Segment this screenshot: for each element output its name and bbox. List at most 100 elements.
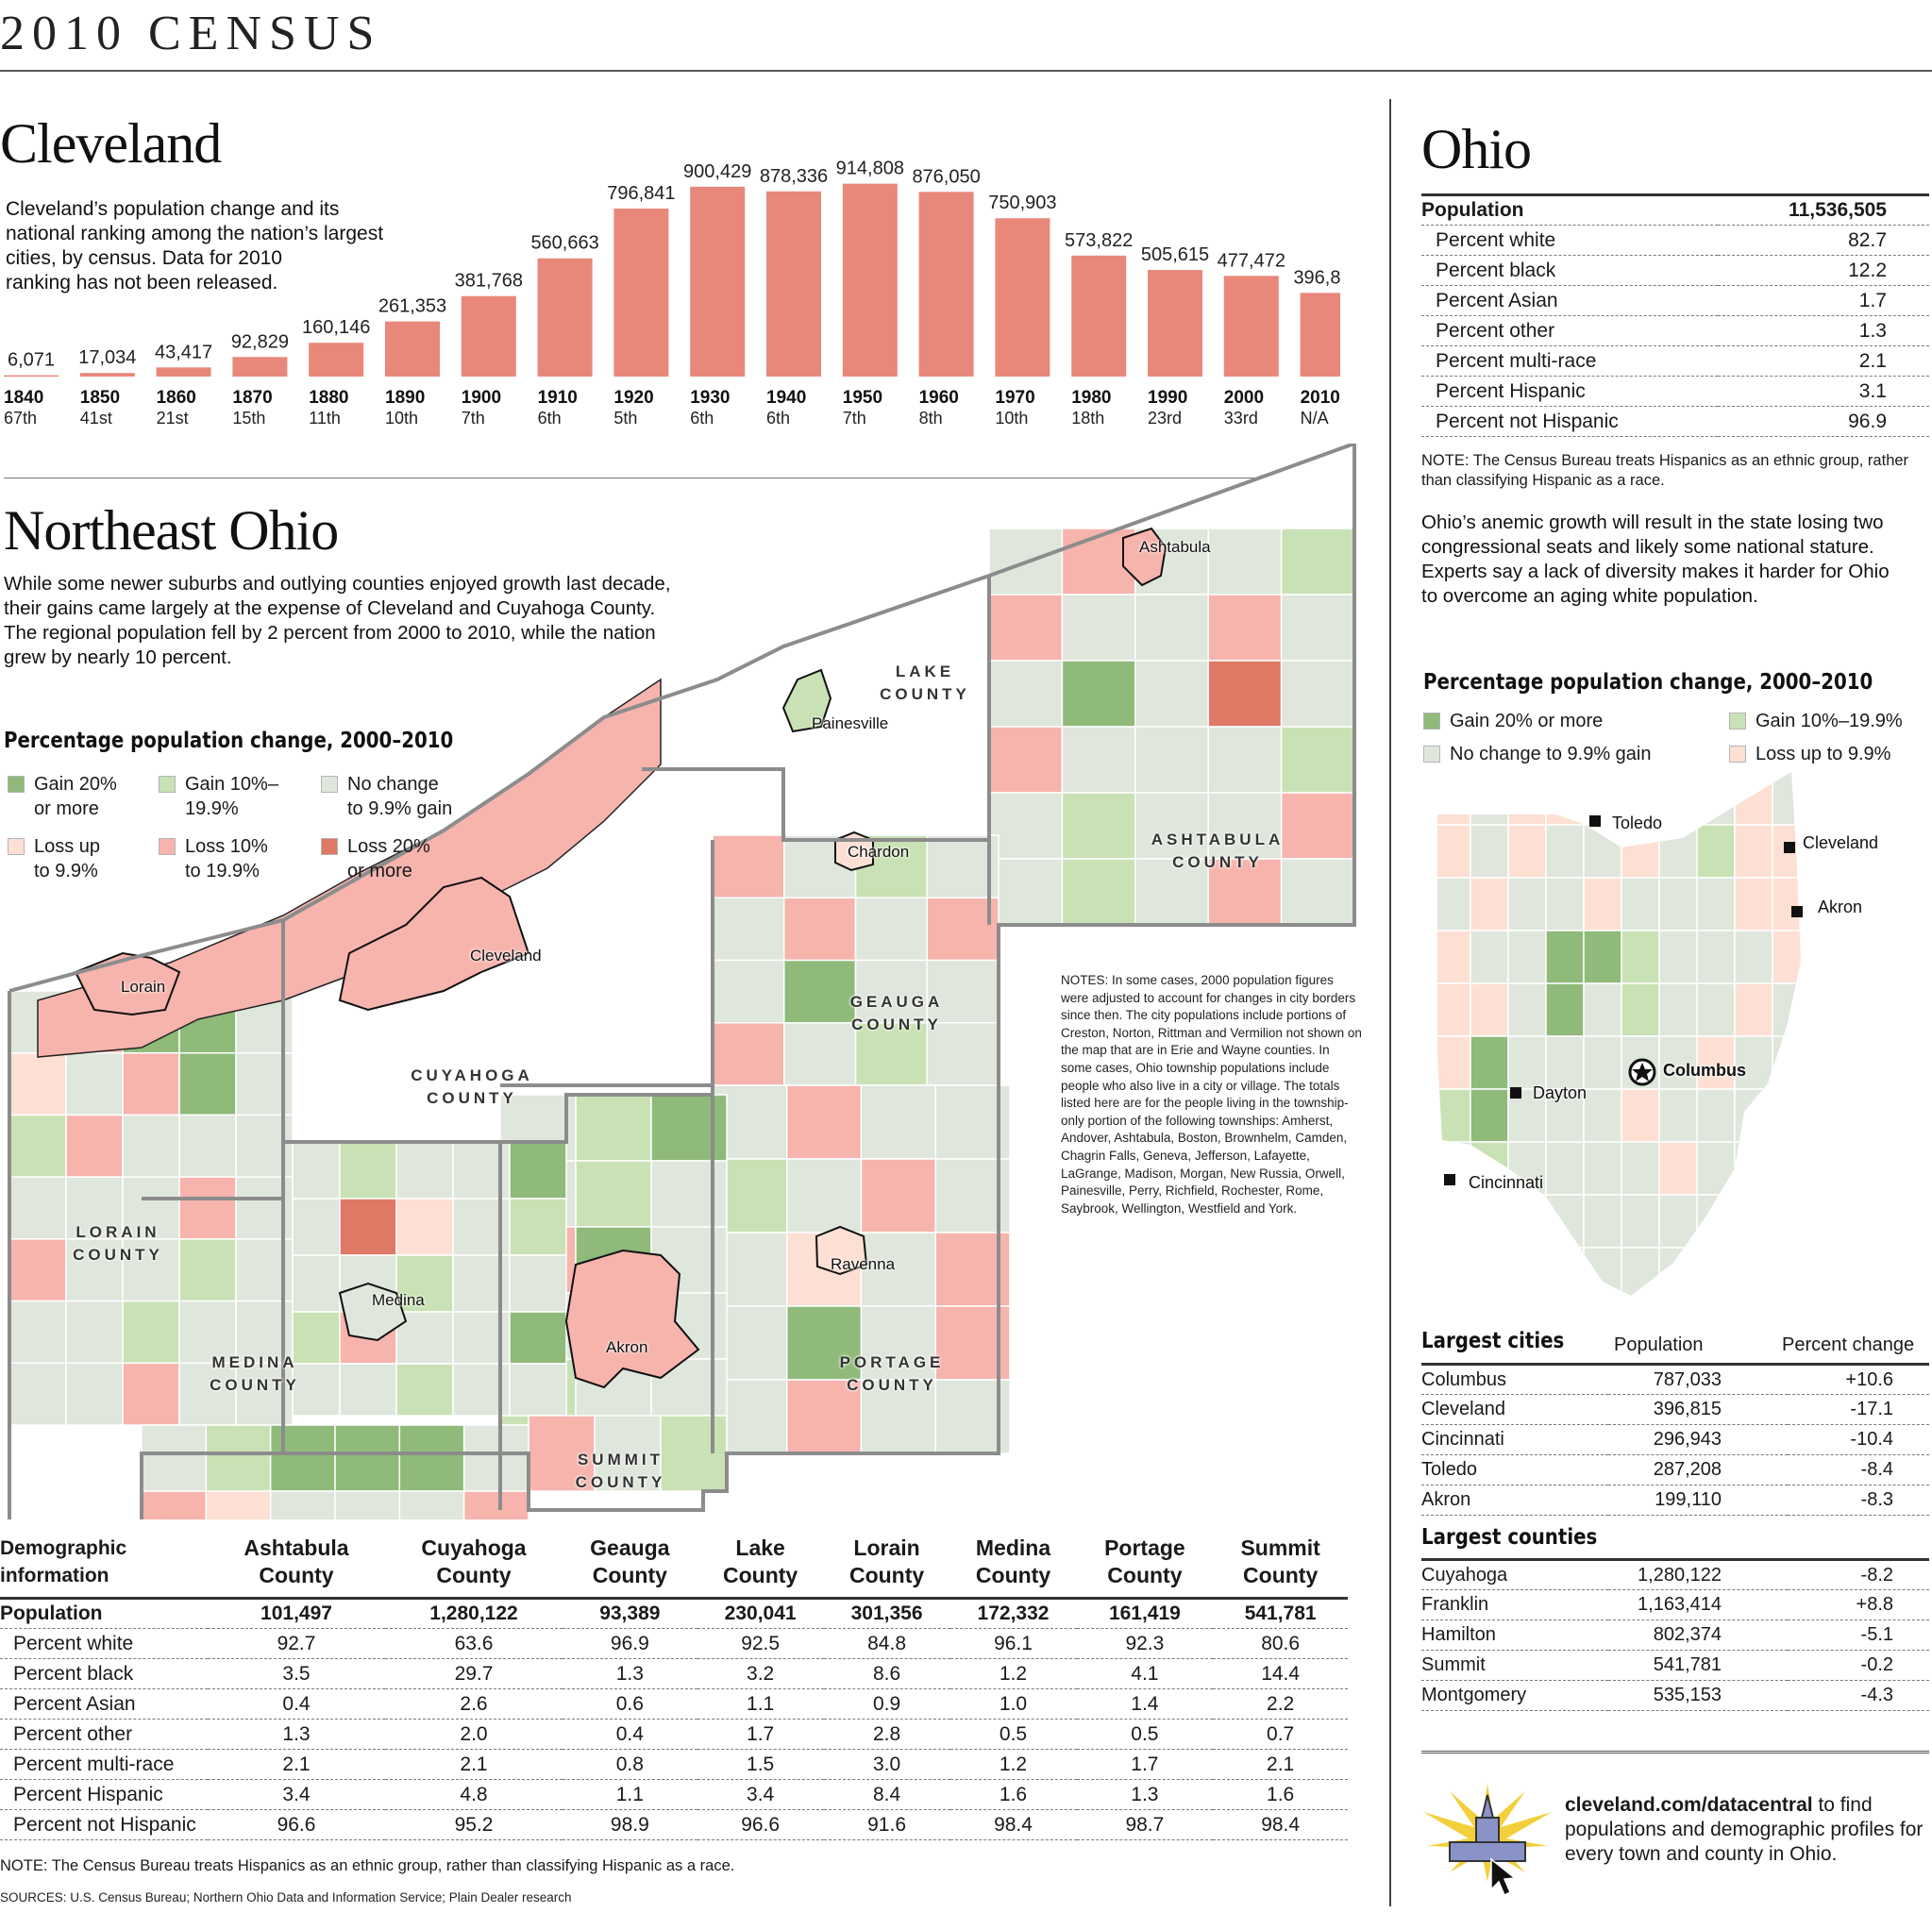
township: [926, 959, 1000, 1024]
ohio-county: [1734, 824, 1773, 879]
township: [509, 1363, 567, 1417]
header-line: Lake: [735, 1535, 785, 1560]
county-label-line: COUNTY: [851, 1015, 942, 1033]
ohio-legend-title: Percentage population change, 2000–2010: [1423, 670, 1873, 695]
table-cell: -4.3: [1788, 1680, 1929, 1711]
table-row: Percent white 82.7: [1421, 225, 1929, 256]
ohio-county: [1621, 1141, 1660, 1196]
township: [178, 1238, 237, 1302]
township: [122, 1238, 180, 1302]
bar: [1300, 293, 1340, 377]
bar-value-label: 573,822: [1065, 230, 1133, 251]
township: [854, 897, 928, 962]
township: [650, 1160, 728, 1228]
township: [141, 1490, 208, 1519]
township: [1207, 726, 1283, 794]
table-cell: 541,781: [1608, 1650, 1788, 1681]
table-row: Percent black 3.5 29.7 1.3 3.2 8.6 1.2 4.1 14.4: [0, 1658, 1348, 1689]
ohio-city-cincinnati: Cincinnati: [1469, 1173, 1544, 1192]
legend-label: 19.9%: [185, 798, 239, 819]
table-cell: 98.7: [1076, 1809, 1214, 1840]
legend-label: No change to 9.9% gain: [1450, 744, 1652, 764]
table-row: Population 101,497 1,280,122 93,389 230,041 3…: [0, 1597, 1348, 1629]
rank-label: 15th: [232, 409, 265, 428]
bar-value-label: 17,034: [78, 347, 136, 368]
row-value: 1.7: [1717, 285, 1929, 316]
ohio-county: [1545, 1247, 1585, 1296]
bar-value-label: 560,663: [530, 233, 598, 254]
table-cell: 287,208: [1608, 1454, 1788, 1485]
northeast-legend-title: Percentage population change, 2000–2010: [4, 729, 454, 753]
row-value: 96.9: [1717, 406, 1929, 437]
ohio-county: [1734, 930, 1773, 984]
township: [509, 1198, 567, 1256]
city-label-lorain: Lorain: [121, 978, 166, 996]
ohio-county: [1696, 877, 1736, 931]
year-label: 1940: [766, 388, 806, 408]
header-line: information: [0, 1565, 109, 1586]
year-label: 1930: [690, 388, 730, 408]
cleveland-deck-line: ranking has not been released.: [6, 272, 278, 294]
ohio-county: [1545, 824, 1585, 879]
table-row: Percent white 92.7 63.6 96.9 92.5 84.8 96.1 92.…: [0, 1628, 1348, 1659]
table-cell: 96.6: [697, 1809, 824, 1840]
year-label: 1860: [157, 388, 196, 408]
ohio-state-map: [1437, 772, 1803, 1296]
northeast-deck-line: their gains came largely at the expense …: [4, 597, 656, 619]
column-header: Ashtabula County: [208, 1535, 385, 1599]
table-cell: -8.2: [1788, 1558, 1929, 1590]
table-row: Percent other 1.3 2.0 0.4 1.7 2.8 0.5 0.5 0.7: [0, 1719, 1348, 1750]
county-table-note: NOTE: The Census Bureau treats Hispanics…: [0, 1857, 735, 1874]
legend-item: Loss up to 9.9%: [8, 834, 100, 883]
bar-value-label: 396,815: [1293, 267, 1340, 288]
township: [8, 1362, 67, 1426]
ohio-county: [1470, 772, 1509, 826]
ohio-county: [1772, 930, 1801, 984]
township: [1280, 660, 1355, 728]
year-label: 1900: [462, 388, 501, 408]
county-boundary-cuyahoga-medina: [283, 1093, 713, 1144]
table-cell: 2.1: [208, 1749, 385, 1780]
ohio-deck-line: to overcome an aging white population.: [1421, 585, 1758, 607]
county-label-lake: LAKE COUNTY: [868, 661, 982, 706]
legend-swatch: [321, 776, 338, 793]
legend-swatch: [321, 838, 338, 855]
bar: [1148, 270, 1202, 377]
table-cell: 230,041: [697, 1597, 824, 1629]
table-cell: 8.6: [823, 1658, 950, 1689]
township: [660, 1415, 728, 1492]
rank-label: 18th: [1071, 409, 1104, 428]
township: [650, 1094, 728, 1162]
row-value: 3.1: [1717, 376, 1929, 407]
table-cell: 1.2: [949, 1658, 1077, 1689]
city-label-painesville: Painesville: [812, 714, 889, 732]
bar-value-label: 914,808: [836, 159, 904, 179]
datacentral-link[interactable]: cleveland.com/datacentral: [1565, 1794, 1813, 1816]
bar: [690, 186, 746, 377]
ohio-deck-line: congressional seats and likely some nati…: [1421, 536, 1874, 558]
table-cell: 29.7: [385, 1658, 563, 1689]
bar-value-label: 477,472: [1218, 250, 1285, 271]
ohio-county: [1696, 1247, 1736, 1296]
ohio-county: [1583, 982, 1622, 1037]
table-cell: 2.0: [385, 1719, 563, 1750]
city-label-chardon: Chardon: [848, 843, 910, 861]
bar-value-label: 261,353: [378, 296, 446, 317]
township: [178, 1051, 237, 1116]
cleveland-deck-line: national ranking among the nation’s larg…: [6, 223, 384, 244]
row-label: Percent Hispanic: [1421, 376, 1718, 407]
bar-value-label: 876,050: [912, 166, 980, 187]
change-column-header: Percent change: [1782, 1334, 1915, 1355]
city-label-akron: Akron: [606, 1338, 648, 1356]
ohio-county: [1772, 1141, 1801, 1196]
table-cell: Cleveland: [1421, 1394, 1608, 1425]
table-row: Percent black 12.2: [1421, 255, 1929, 286]
county-label-line: ASHTABULA: [1151, 831, 1285, 848]
bar-value-label: 6,071: [8, 350, 55, 371]
township: [783, 897, 857, 962]
county-label-line: COUNTY: [575, 1473, 666, 1491]
city-marker: [1510, 1087, 1521, 1099]
ohio-county: [1658, 877, 1698, 931]
bar-value-label: 381,768: [455, 271, 523, 292]
